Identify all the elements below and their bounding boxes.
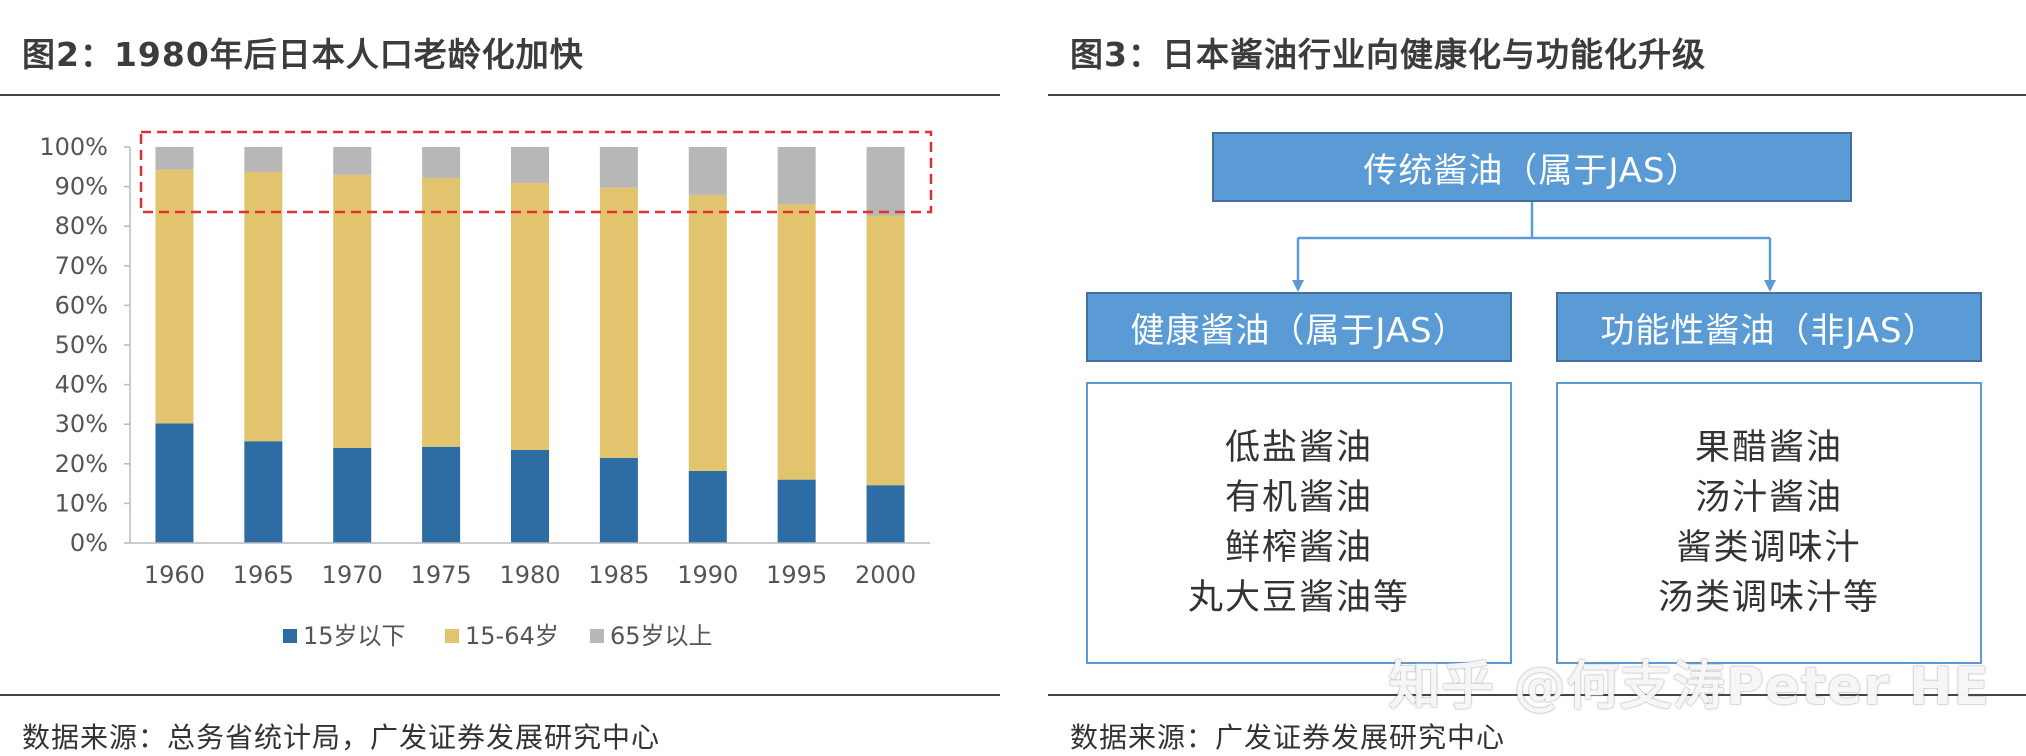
figure2-top-rule — [0, 94, 1000, 96]
list-item: 鲜榨酱油 — [1224, 528, 1373, 568]
legend-label: 65岁以上 — [610, 622, 713, 650]
highlight-dashed-box — [139, 130, 933, 214]
y-tick-label: 70% — [55, 252, 108, 280]
figure2-source: 数据来源：总务省统计局，广发证券发展研究中心 — [22, 721, 661, 754]
bar-segment — [244, 147, 283, 172]
bar-segment — [511, 147, 549, 184]
healthy-soy-sauce-box: 健康酱油（属于JAS） — [1086, 292, 1512, 362]
x-tick-label: 1975 — [411, 561, 472, 589]
figure3-title: 图3：日本酱油行业向健康化与功能化升级 — [1070, 35, 1706, 74]
list-item: 果醋酱油 — [1694, 428, 1843, 468]
y-tick-label: 0% — [70, 529, 108, 557]
healthy-soy-sauce-list: 低盐酱油 有机酱油 鲜榨酱油 丸大豆酱油等 — [1086, 382, 1512, 664]
legend-swatch — [590, 629, 604, 643]
bar-segment — [511, 183, 549, 450]
bar-segment — [688, 470, 727, 543]
legend-label: 15-64岁 — [465, 622, 559, 650]
x-tick-label: 1960 — [144, 561, 205, 589]
legend-swatch — [283, 629, 297, 643]
functional-soy-sauce-list: 果醋酱油 汤汁酱油 酱类调味汁 汤类调味汁等 — [1556, 382, 1982, 664]
bar-segment — [244, 171, 283, 442]
bar-segment — [777, 204, 816, 480]
y-tick-label: 50% — [55, 331, 108, 359]
list-item: 丸大豆酱油等 — [1187, 578, 1410, 618]
bar-segment — [777, 479, 816, 543]
x-tick-label: 2000 — [855, 561, 916, 589]
bar-segment — [688, 147, 727, 195]
traditional-soy-sauce-box: 传统酱油（属于JAS） — [1212, 132, 1852, 202]
list-item: 汤汁酱油 — [1694, 478, 1843, 518]
y-axis: 0% 10% 20% 30% 40% 50% 60% 70% 80% 90% 100% — [39, 133, 131, 557]
zhihu-watermark: 知乎 @何支涛Peter HE — [1388, 657, 1990, 717]
figure2-bottom-rule — [0, 694, 1000, 696]
y-tick-label: 30% — [55, 410, 108, 438]
x-tick-label: 1970 — [322, 561, 383, 589]
x-tick-label: 1965 — [233, 561, 294, 589]
chart-legend: 15岁以下 15-64岁 65岁以上 — [283, 622, 713, 650]
population-aging-chart: 0%10%20%30%40%50%60%70%80%90%100% 1960 19… — [39, 130, 933, 650]
bar-segment — [155, 147, 194, 170]
y-tick-label: 60% — [55, 291, 108, 319]
list-item: 低盐酱油 — [1224, 428, 1373, 468]
bar-segment — [777, 147, 816, 205]
bar-segment — [511, 449, 549, 543]
y-tick-label: 90% — [55, 173, 108, 201]
figure3-source: 数据来源：广发证券发展研究中心 — [1070, 721, 1506, 754]
arrow-right-icon — [1764, 280, 1776, 292]
y-tick-label: 80% — [55, 212, 108, 240]
figure3-panel: 图3：日本酱油行业向健康化与功能化升级 传统酱油（属于JAS） 健康酱油（属于J… — [1048, 0, 2026, 754]
figure3-bottom-rule — [1048, 694, 2026, 696]
figure3-top-rule — [1048, 94, 2026, 96]
x-tick-label: 1990 — [677, 561, 738, 589]
y-tick-label: 10% — [55, 489, 108, 517]
arrow-left-icon — [1292, 280, 1304, 292]
figure2-title: 图2：1980年后日本人口老龄化加快 — [22, 35, 584, 74]
list-item: 酱类调味汁 — [1676, 528, 1862, 568]
bar-segment — [688, 194, 727, 471]
x-tick-label: 1980 — [499, 561, 560, 589]
bar-segment — [244, 441, 283, 543]
connector-arrows — [1292, 202, 1776, 292]
bar-segment — [333, 447, 372, 543]
bar-segment — [422, 177, 461, 447]
functional-soy-sauce-box: 功能性酱油（非JAS） — [1556, 292, 1982, 362]
figure2-panel: 图2：1980年后日本人口老龄化加快 0% 10% 20% 30% 40% 50% 60% 7… — [0, 0, 1000, 754]
bar-segment — [866, 215, 905, 486]
bar-segment — [599, 187, 638, 458]
y-tick-label: 40% — [55, 371, 108, 399]
bar-segment — [155, 169, 194, 424]
legend-swatch — [445, 629, 459, 643]
x-tick-label: 1985 — [588, 561, 649, 589]
y-tick-label: 20% — [55, 450, 108, 478]
list-item: 汤类调味汁等 — [1657, 578, 1880, 618]
bar-segment — [422, 147, 461, 178]
legend-label: 15岁以下 — [303, 622, 406, 650]
bar-segment — [866, 147, 905, 216]
bar-segment — [866, 485, 905, 543]
bar-segment — [422, 446, 461, 543]
x-tick-label: 1995 — [766, 561, 827, 589]
bar-segment — [599, 457, 638, 543]
bar-series — [155, 147, 905, 543]
bar-segment — [599, 147, 638, 188]
list-item: 有机酱油 — [1224, 478, 1373, 518]
x-axis: 1960 1965 1970 1975 1980 1985 1990 1995 2000 — [130, 542, 930, 589]
bar-segment — [333, 147, 372, 175]
y-tick-label: 100% — [39, 133, 108, 161]
bar-segment — [333, 174, 372, 448]
bar-segment — [155, 423, 194, 543]
